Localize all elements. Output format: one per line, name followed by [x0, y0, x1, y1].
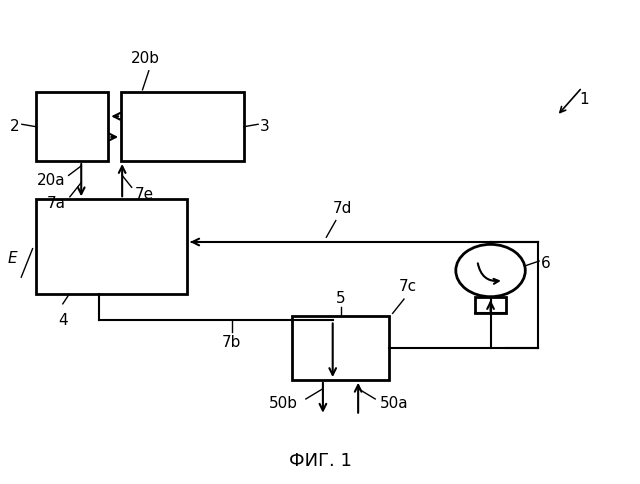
Text: 1: 1: [579, 92, 589, 107]
Text: 5: 5: [336, 291, 346, 306]
Text: 4: 4: [58, 313, 68, 328]
Text: 3: 3: [260, 119, 269, 134]
Text: 7a: 7a: [47, 197, 65, 212]
Text: 7e: 7e: [135, 187, 154, 202]
FancyBboxPatch shape: [121, 92, 244, 161]
FancyBboxPatch shape: [36, 92, 108, 161]
Text: 50a: 50a: [380, 396, 409, 411]
FancyBboxPatch shape: [475, 297, 506, 313]
Text: 20a: 20a: [37, 173, 65, 188]
Text: 6: 6: [541, 256, 551, 271]
FancyBboxPatch shape: [292, 316, 390, 380]
Text: ФИГ. 1: ФИГ. 1: [289, 452, 351, 470]
Text: 2: 2: [10, 119, 20, 134]
Text: E: E: [7, 251, 17, 266]
Text: 7b: 7b: [222, 335, 241, 350]
Text: 20b: 20b: [131, 51, 160, 66]
Text: 50b: 50b: [269, 396, 298, 411]
FancyBboxPatch shape: [36, 199, 188, 294]
Text: 7c: 7c: [399, 279, 417, 294]
Text: 7d: 7d: [333, 201, 352, 216]
